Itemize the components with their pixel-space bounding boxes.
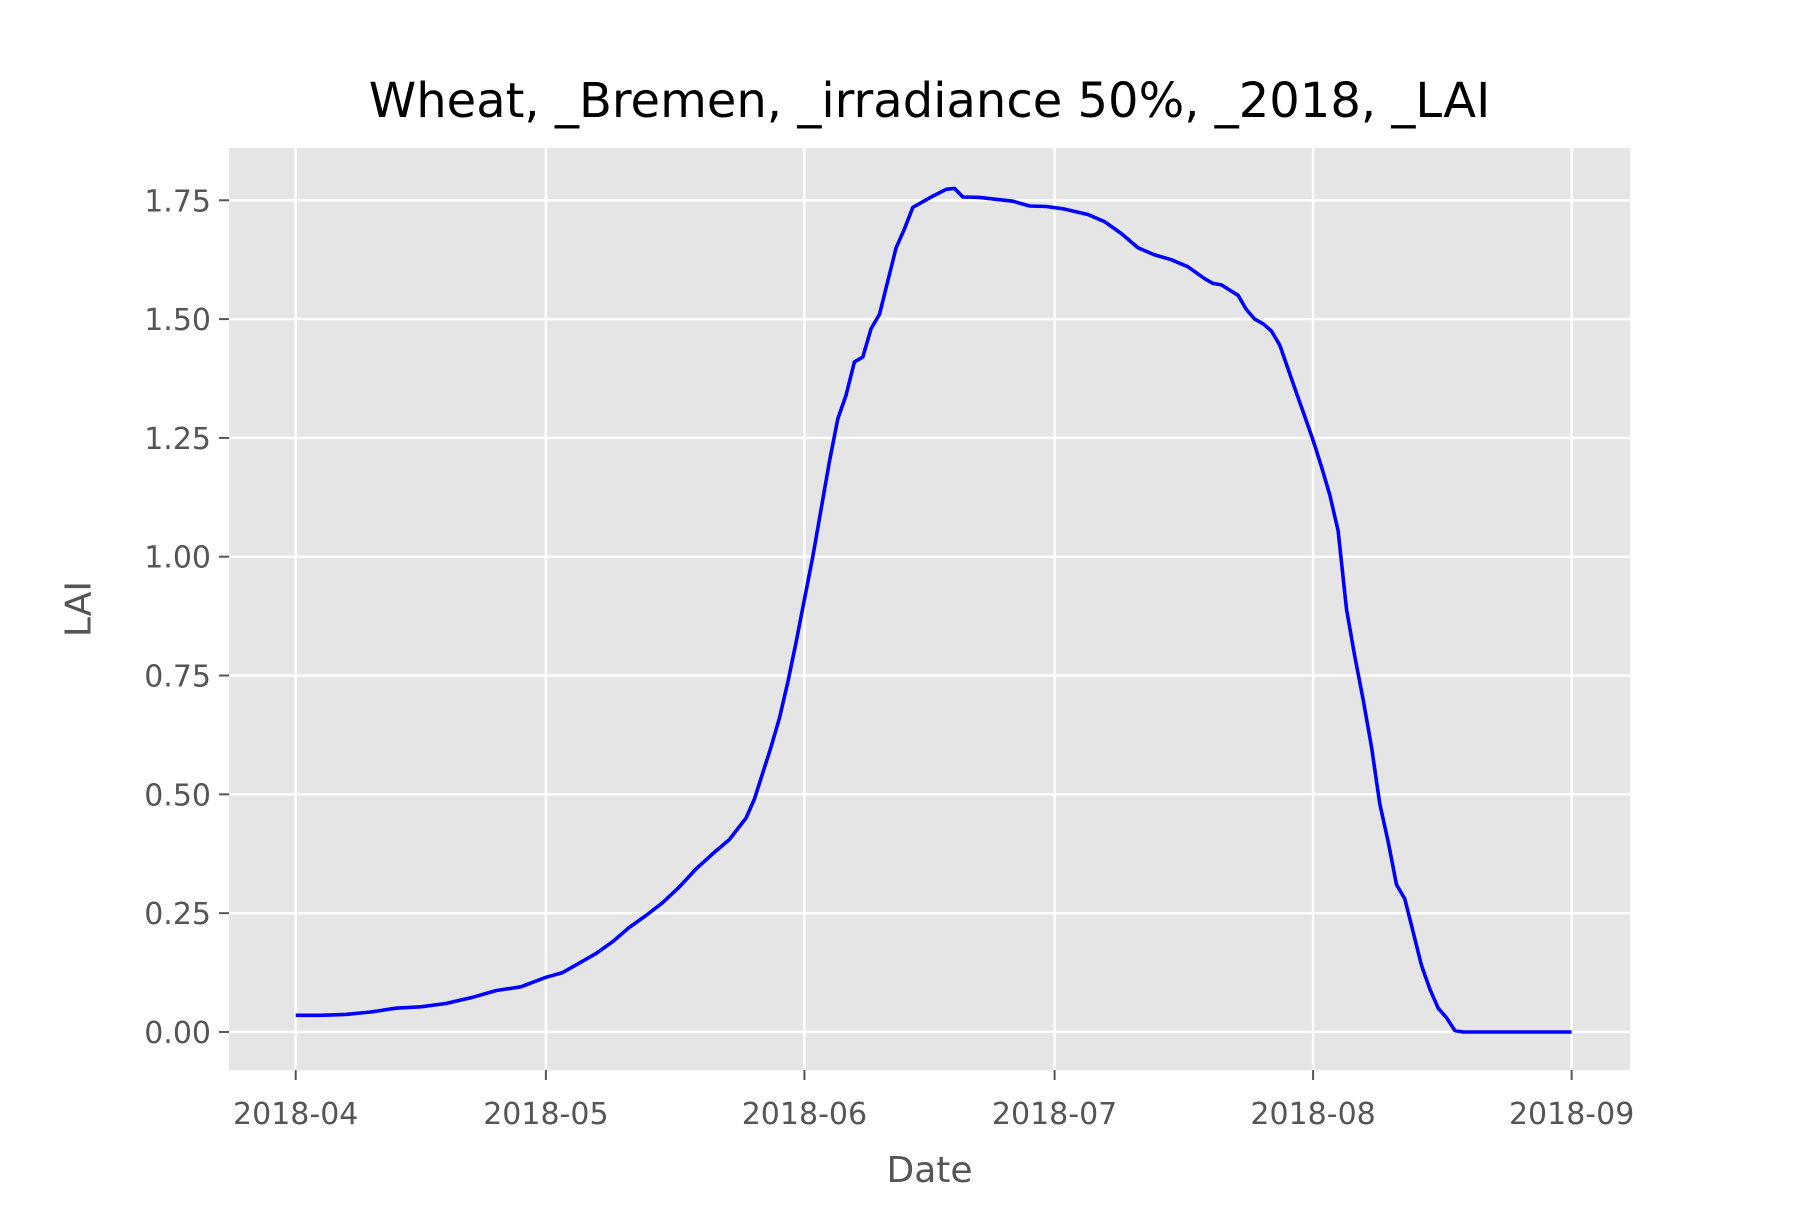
y-tick-label: 1.25 [144,422,211,457]
x-tick-label: 2018-04 [233,1097,358,1132]
y-axis-label: LAI [59,581,100,637]
x-tick-label: 2018-09 [1509,1097,1634,1132]
y-tick-label: 0.50 [144,778,211,813]
lai-series-line [295,186,1572,1034]
x-tick-label: 2018-07 [992,1097,1117,1132]
x-tick-label: 2018-06 [742,1097,867,1132]
chart-title: Wheat, _Bremen, _irradiance 50%, _2018, … [369,73,1490,129]
y-tick-label: 0.00 [144,1016,211,1051]
x-tick-label: 2018-08 [1250,1097,1375,1132]
y-tick-label: 1.00 [144,541,211,576]
y-tick-label: 0.75 [144,660,211,695]
y-tick-label: 1.50 [144,303,211,338]
x-tick-label: 2018-05 [483,1097,608,1132]
y-tick-label: 1.75 [144,184,211,219]
y-tick-label: 0.25 [144,897,211,932]
x-axis-label: Date [886,1150,972,1191]
axis-ticks: 2018-04 2018-05 2018-06 2018-07 2018-08 2018-… [144,184,1634,1132]
grid-lines [229,148,1630,1070]
plot-background [229,148,1630,1070]
